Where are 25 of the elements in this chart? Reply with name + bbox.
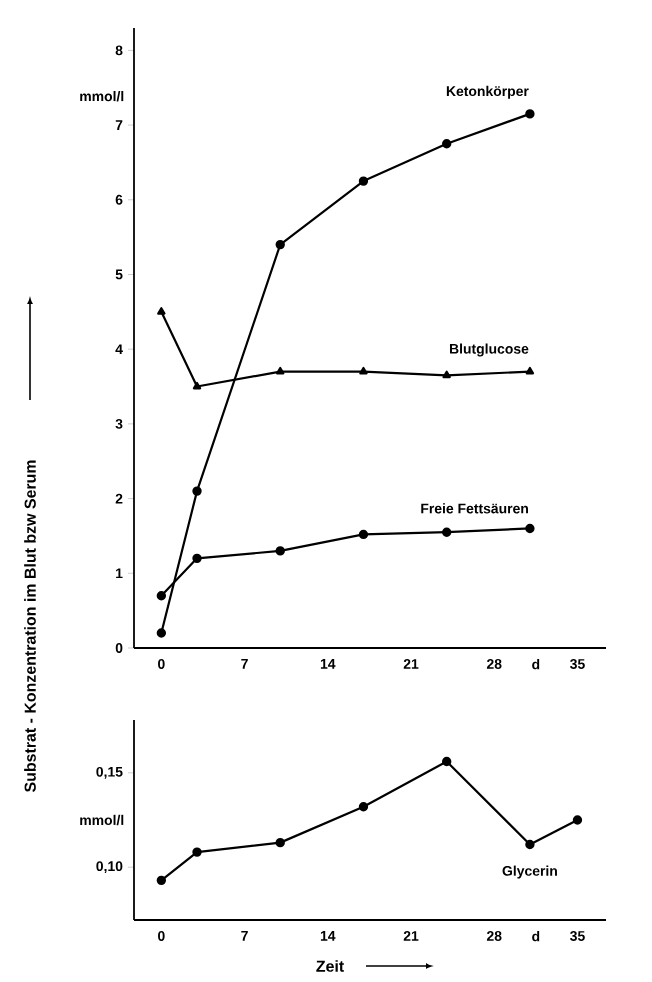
point bbox=[156, 628, 167, 638]
point bbox=[275, 239, 285, 250]
point bbox=[442, 756, 452, 767]
point bbox=[525, 366, 535, 375]
point bbox=[358, 176, 369, 186]
point bbox=[525, 109, 535, 119]
point bbox=[276, 366, 285, 375]
point bbox=[359, 366, 368, 375]
point bbox=[275, 837, 285, 848]
point bbox=[358, 802, 369, 812]
point bbox=[275, 546, 285, 556]
point bbox=[156, 591, 167, 601]
point bbox=[442, 527, 452, 537]
point bbox=[157, 307, 166, 315]
point bbox=[192, 847, 202, 857]
point bbox=[525, 839, 535, 850]
point bbox=[156, 875, 167, 886]
point bbox=[192, 553, 202, 564]
point bbox=[192, 486, 202, 496]
point bbox=[358, 529, 369, 540]
point bbox=[572, 815, 583, 825]
point bbox=[192, 381, 202, 390]
point bbox=[442, 370, 451, 379]
point bbox=[525, 523, 535, 534]
point bbox=[442, 139, 452, 149]
